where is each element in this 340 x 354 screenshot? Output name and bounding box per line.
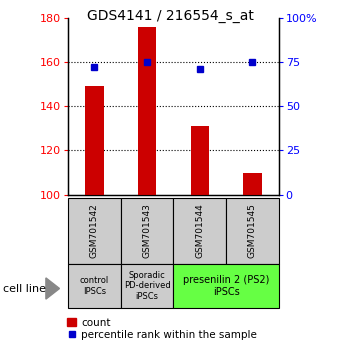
Bar	[85, 86, 104, 195]
Bar	[190, 126, 209, 195]
Bar	[121, 264, 173, 308]
Bar	[138, 27, 156, 195]
Polygon shape	[46, 278, 60, 299]
Bar	[243, 172, 262, 195]
Text: control
IPSCs: control IPSCs	[80, 276, 109, 296]
Text: GSM701542: GSM701542	[90, 204, 99, 258]
Bar	[173, 198, 226, 264]
Text: GSM701544: GSM701544	[195, 204, 204, 258]
Bar	[173, 264, 279, 308]
Text: Sporadic
PD-derived
iPSCs: Sporadic PD-derived iPSCs	[124, 271, 170, 301]
Text: GSM701543: GSM701543	[142, 204, 152, 258]
Text: GSM701545: GSM701545	[248, 204, 257, 258]
Bar	[226, 198, 279, 264]
Text: cell line: cell line	[3, 284, 46, 293]
Legend: count, percentile rank within the sample: count, percentile rank within the sample	[66, 317, 258, 341]
Bar	[121, 198, 173, 264]
Text: GDS4141 / 216554_s_at: GDS4141 / 216554_s_at	[87, 9, 253, 23]
Bar	[68, 198, 121, 264]
Text: presenilin 2 (PS2)
iPSCs: presenilin 2 (PS2) iPSCs	[183, 275, 269, 297]
Bar	[68, 264, 121, 308]
